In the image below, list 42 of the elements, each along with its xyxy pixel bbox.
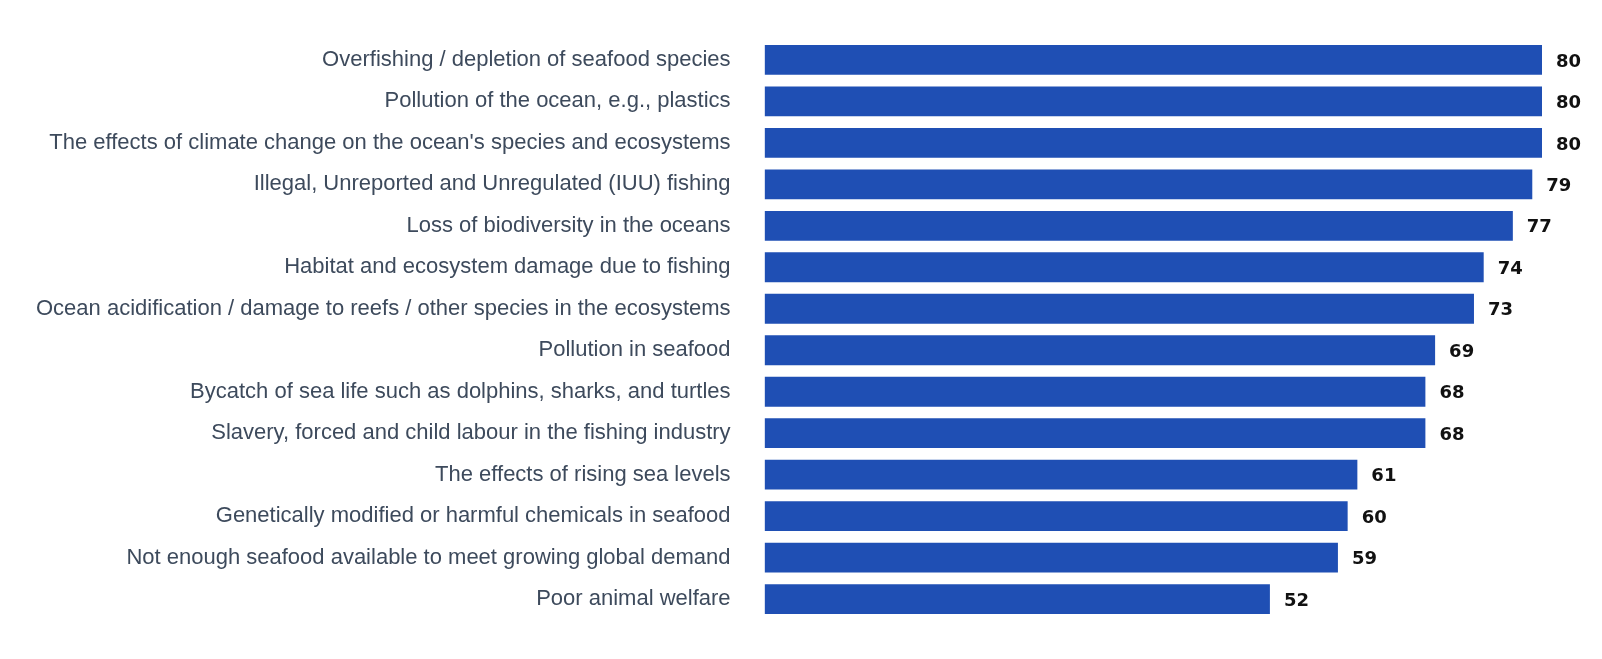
y-tick-label: The effects of climate change on the ocean's species and ecosystems	[49, 128, 731, 154]
bar	[764, 45, 1542, 75]
y-tick-label: Genetically modified or harmful chemicals in seafood	[215, 502, 731, 528]
y-tick-label: Poor animal welfare	[536, 585, 731, 611]
data-label: 74	[1497, 256, 1523, 278]
bar	[764, 542, 1338, 573]
y-tick-label: Not enough seafood available to meet growing global demand	[126, 543, 731, 569]
bar	[764, 418, 1426, 449]
data-label: 80	[1556, 132, 1582, 154]
y-tick-label: Pollution of the ocean, e.g., plastics	[384, 87, 731, 113]
bar	[764, 86, 1542, 117]
data-label: 79	[1546, 174, 1572, 196]
bar	[764, 169, 1533, 200]
y-tick-label: Slavery, forced and child labour in the fishing industry	[211, 419, 731, 445]
data-label: 59	[1351, 547, 1377, 569]
data-label: 52	[1283, 588, 1309, 610]
data-label: 77	[1526, 215, 1552, 237]
y-tick-label: Loss of biodiversity in the oceans	[406, 211, 731, 237]
y-tick-label: Overfishing / depletion of seafood species	[322, 46, 731, 71]
bar	[764, 252, 1484, 283]
bar	[764, 501, 1348, 532]
data-label: 61	[1371, 464, 1397, 486]
bar	[764, 127, 1542, 158]
y-tick-label: Illegal, Unreported and Unregulated (IUU) fishing	[253, 170, 731, 196]
y-tick-label: Bycatch of sea life such as dolphins, sharks, and turtles	[190, 377, 731, 403]
data-label: 68	[1439, 381, 1465, 403]
bar	[764, 584, 1270, 614]
bar	[764, 293, 1474, 324]
y-tick-label: Habitat and ecosystem damage due to fishing	[284, 253, 731, 279]
data-label: 80	[1556, 49, 1582, 71]
bar	[764, 335, 1436, 366]
data-label: 68	[1439, 422, 1465, 444]
data-label: 73	[1487, 298, 1514, 320]
bar	[764, 376, 1426, 407]
y-tick-label: Ocean acidification / damage to reefs / other species in the ecosystems	[35, 294, 731, 320]
y-tick-label: The effects of rising sea levels	[435, 460, 731, 486]
data-label: 60	[1361, 505, 1387, 527]
data-label: 69	[1449, 339, 1475, 361]
bar	[764, 459, 1358, 490]
data-label: 80	[1556, 91, 1582, 113]
bar	[764, 210, 1513, 241]
y-tick-label: Pollution in seafood	[538, 336, 731, 362]
